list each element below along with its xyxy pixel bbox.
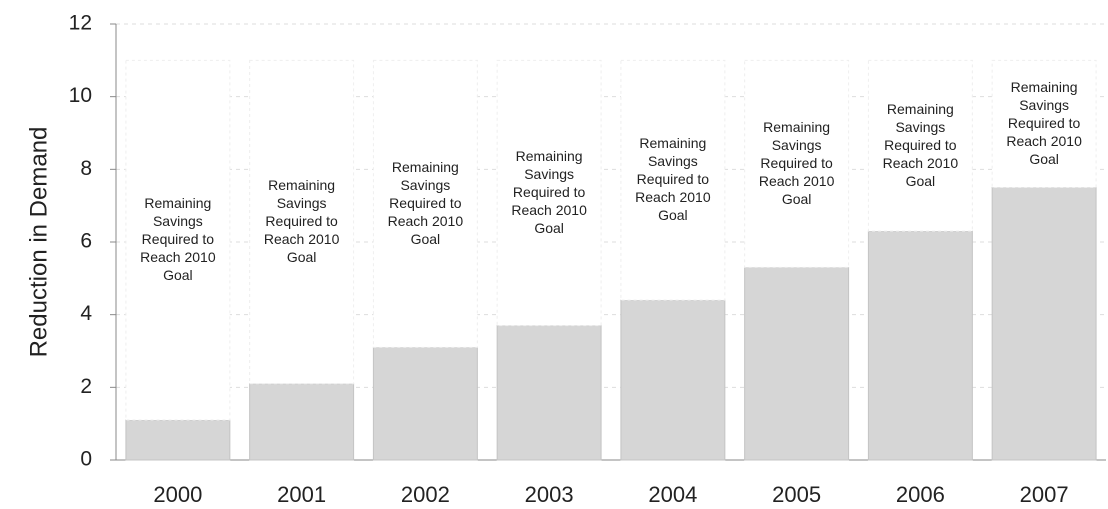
y-tick-label: 0 <box>80 448 92 471</box>
segment-label: Remaining Savings Required to Reach 2010… <box>263 177 340 266</box>
segment-label: Remaining Savings Required to Reach 2010… <box>511 147 587 236</box>
bar-segment <box>991 187 1097 461</box>
bar-segment <box>867 230 973 461</box>
bar-segment <box>496 59 602 327</box>
x-tick-label: 2003 <box>525 482 574 507</box>
y-tick-label: 12 <box>69 12 92 35</box>
segment-label: Remaining Savings Required to Reach 2010… <box>140 195 216 284</box>
bar-segment <box>620 299 726 461</box>
x-tick-label: 2001 <box>277 482 326 507</box>
x-tick-label: 2000 <box>153 482 202 507</box>
segment-label-box: Remaining Savings Required to Reach 2010… <box>758 118 835 207</box>
y-tick-label: 10 <box>69 84 92 107</box>
bar-segment <box>125 419 231 461</box>
segment-label-box: Remaining Savings Required to Reach 2010… <box>140 195 216 284</box>
segment-label: Remaining Savings Required to Reach 2010… <box>882 100 959 189</box>
bar-segment <box>496 325 602 461</box>
y-tick-label: 8 <box>80 157 92 180</box>
x-tick-label: 2006 <box>896 482 945 507</box>
bar-segment <box>249 383 355 461</box>
segment-label: Remaining Savings Required to Reach 2010… <box>1006 78 1082 167</box>
bar-segment <box>249 59 355 385</box>
segment-label: Remaining Savings Required to Reach 2010… <box>387 158 464 247</box>
segment-label-box: Remaining Savings Required to Reach 2010… <box>635 135 711 224</box>
bar-segment <box>372 346 478 461</box>
x-tick-label: 2002 <box>401 482 450 507</box>
segment-label-box: Remaining Savings Required to Reach 2010… <box>387 158 464 247</box>
y-axis-label: Reduction in Demand <box>25 127 52 358</box>
segment-label: Remaining Savings Required to Reach 2010… <box>635 135 711 224</box>
y-tick-label: 4 <box>80 302 92 325</box>
bar-segment <box>744 266 850 461</box>
x-tick-label: 2007 <box>1020 482 1069 507</box>
segment-label-box: Remaining Savings Required to Reach 2010… <box>1006 78 1082 167</box>
bar-segment <box>620 59 726 301</box>
bar-segment <box>744 59 850 268</box>
segment-label: Remaining Savings Required to Reach 2010… <box>758 118 835 207</box>
segment-label-box: Remaining Savings Required to Reach 2010… <box>511 147 587 236</box>
segment-label-box: Remaining Savings Required to Reach 2010… <box>882 100 959 189</box>
x-tick-label: 2004 <box>648 482 697 507</box>
bar-segment <box>125 59 231 421</box>
bar-segment <box>991 59 1097 188</box>
bar-segment <box>372 59 478 348</box>
bar-segment <box>867 59 973 232</box>
y-tick-label: 6 <box>80 230 92 253</box>
segment-label-box: Remaining Savings Required to Reach 2010… <box>263 177 340 266</box>
y-tick-label: 2 <box>80 375 92 398</box>
x-tick-label: 2005 <box>772 482 821 507</box>
